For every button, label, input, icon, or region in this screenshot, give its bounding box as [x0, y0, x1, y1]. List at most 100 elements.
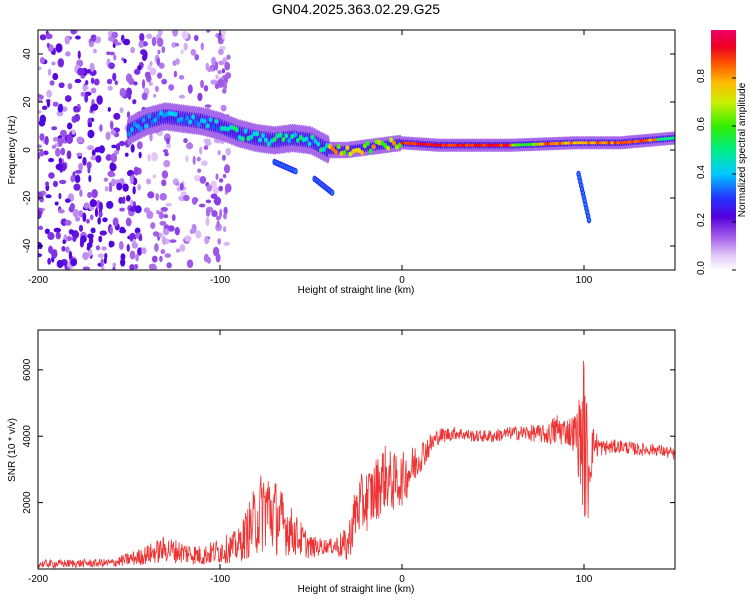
spectrogram-ridge-core: [371, 144, 376, 150]
spectrogram-noise-cell: [41, 105, 48, 111]
spectrogram-noise-cell: [99, 124, 103, 132]
spectrogram-noise-cell: [178, 94, 186, 99]
spectrogram-noise-cell: [72, 208, 80, 218]
spectrogram-noise-cell: [120, 258, 126, 267]
spectrogram-noise-cell: [72, 235, 77, 242]
spectrogram-noise-cell: [149, 67, 157, 76]
spectrogram-noise-cell: [217, 238, 222, 245]
spectrogram-ridge-core: [578, 141, 583, 145]
spectrogram-ridge-core: [470, 143, 475, 147]
spectrogram-ridge-core: [645, 138, 650, 143]
spectrogram-ridge-core: [240, 136, 245, 142]
spectrogram-noise-cell: [118, 240, 124, 250]
spectrogram-noise-cell: [206, 30, 211, 33]
spectrogram-noise-cell: [85, 80, 89, 86]
spectrogram-noise-cell: [94, 36, 102, 44]
spectrogram-noise-cell: [133, 68, 141, 75]
spectrogram-noise-cell: [106, 78, 113, 85]
spectrogram-noise-cell: [151, 152, 158, 162]
spectrogram-noise-cell: [150, 222, 156, 229]
spectrogram-noise-cell: [210, 65, 214, 72]
spectrogram-noise-cell: [86, 145, 94, 151]
spectrogram-noise-cell: [134, 166, 139, 176]
spectrogram-noise-cell: [164, 253, 171, 258]
colorbar: 0.0 0.2 0.4 0.6 0.8 Normalized spectral ampl…: [696, 30, 748, 275]
spectrogram-noise-cell: [112, 72, 117, 82]
spectrogram-noise-cell: [114, 80, 118, 85]
spectrogram-branch-core: [294, 169, 297, 174]
spectrogram-noise-cell: [109, 163, 117, 172]
spectrogram-noise-cell: [90, 87, 97, 94]
spectrogram-ridge-core: [263, 137, 268, 143]
spectrogram-noise-cell: [80, 235, 87, 243]
spectrogram-noise-cell: [159, 220, 167, 226]
spectrogram-ridge-core: [496, 143, 501, 147]
spectrogram-noise-cell: [156, 209, 160, 215]
spectrogram-noise-cell: [226, 54, 231, 60]
spectrogram-noise-cell: [68, 229, 75, 234]
spectrogram-noise-cell: [186, 259, 194, 268]
spectrogram-ridge-core: [322, 146, 327, 152]
spectrogram-ridge-core: [592, 141, 597, 145]
spectrogram-noise-cell: [49, 80, 55, 86]
spectrogram-noise-cell: [109, 51, 115, 56]
spectrogram-noise-cell: [126, 243, 130, 252]
spectrogram-ridge-core: [525, 142, 530, 147]
spectrogram-ridge-core: [368, 148, 373, 154]
colorbar-tick-label: 0.8: [696, 69, 707, 83]
spectrogram-noise-cell: [51, 61, 56, 66]
spectrogram-ridge-core: [566, 141, 571, 145]
spectrogram-noise-cell: [145, 178, 152, 185]
spectrogram-noise-cell: [45, 181, 49, 187]
spectrogram-ridge-core: [304, 136, 309, 142]
spectrogram-ridge-core: [438, 143, 443, 147]
spectrogram-ridge-core: [258, 137, 263, 143]
spectrogram-noise-cell: [130, 199, 134, 206]
spectrogram-noise-cell: [87, 122, 93, 128]
spectrogram-ridge-core: [456, 143, 461, 147]
spectrogram-ridge-core: [595, 141, 600, 145]
spectrogram-ridge-core: [473, 143, 478, 147]
spectrogram-ridge-core: [147, 113, 152, 119]
colorbar-tick-label: 0.6: [696, 117, 707, 131]
spectrogram-noise-cell: [199, 146, 203, 155]
spectrogram-ridge-core: [557, 141, 562, 145]
spectrogram-ridge-core: [252, 130, 257, 137]
spectrogram-y-tick-label: 0: [22, 147, 33, 153]
spectrogram-noise-cell: [211, 210, 218, 218]
spectrogram-noise-cell: [103, 257, 107, 264]
colorbar-label: Normalized spectral amplitude: [737, 82, 748, 217]
spectrogram-noise-cell: [180, 191, 187, 197]
spectrogram-noise-cell: [215, 173, 219, 180]
spectrogram-noise-cell: [74, 113, 81, 122]
spectrogram-x-tick-label: 0: [399, 275, 405, 286]
spectrogram-noise-cell: [64, 220, 72, 226]
spectrogram-noise-cell: [51, 126, 58, 131]
spectrogram-ridge-core: [598, 141, 603, 145]
spectrogram-ridge-core: [205, 123, 210, 129]
spectrogram-noise-cell: [46, 42, 50, 48]
spectrogram-noise-cell: [189, 228, 195, 235]
spectrogram-noise-cell: [38, 144, 43, 149]
spectrogram-noise-cell: [66, 134, 74, 145]
spectrogram-ridge-core: [153, 117, 158, 123]
spectrogram-noise-cell: [86, 161, 92, 170]
spectrogram-ridge-core: [426, 142, 431, 147]
spectrogram-ridge-core: [528, 142, 533, 147]
spectrogram-ridge-core: [435, 143, 440, 147]
spectrogram-noise-cell: [201, 160, 208, 167]
spectrogram-noise-cell: [110, 152, 118, 163]
spectrogram-ridge-core: [365, 140, 370, 146]
spectrogram-noise-cell: [89, 62, 95, 72]
spectrogram-ridge-core: [342, 149, 347, 156]
spectrogram-ridge-core: [400, 141, 405, 145]
snr-y-axis: 6000 4000 2000: [22, 358, 675, 514]
spectrogram-noise-cell: [90, 77, 95, 84]
spectrogram-ridge-core: [359, 149, 364, 156]
colorbar-tick-label: 0.0: [696, 261, 707, 275]
spectrogram-noise-cell: [149, 132, 153, 142]
spectrogram-noise-cell: [86, 242, 93, 249]
spectrogram-noise-cell: [215, 74, 219, 80]
snr-plot-area: [38, 330, 675, 569]
